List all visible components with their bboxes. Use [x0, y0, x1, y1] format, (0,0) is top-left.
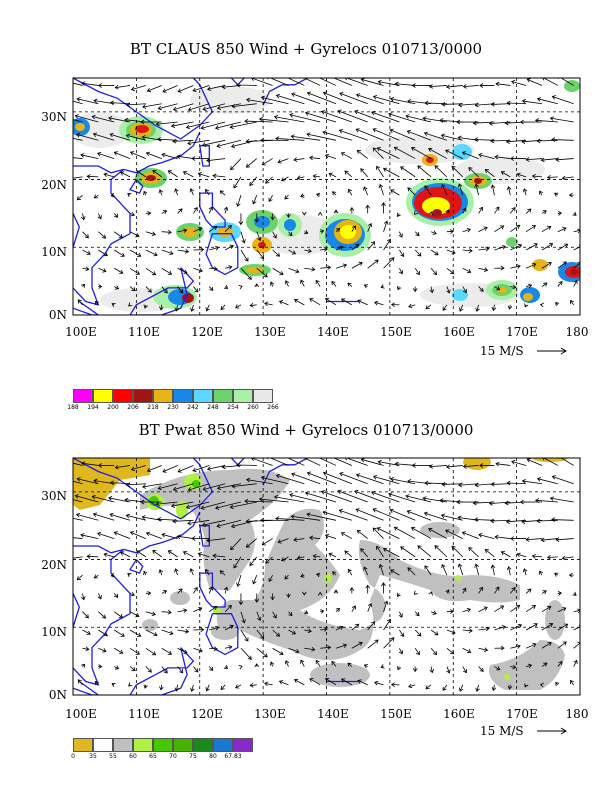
panel2-ref-arrow: [537, 727, 567, 735]
legend-swatch: [93, 738, 113, 752]
panel1-lat-label: 30N: [41, 110, 67, 124]
legend-label: 266: [267, 404, 279, 411]
legend-label: 248: [207, 404, 219, 411]
panel2-gridlines: [73, 458, 580, 695]
legend-swatch: [113, 738, 133, 752]
legend-swatch: [93, 389, 113, 403]
panel2-lon-label: 160E: [443, 707, 475, 721]
legend-swatch: [133, 738, 153, 752]
legend-swatch: [153, 738, 173, 752]
panel2-map: [73, 458, 580, 695]
legend-label: 194: [87, 404, 99, 411]
legend-swatch: [113, 389, 133, 403]
panel2-lat-label: 30N: [41, 489, 67, 503]
panel1-lon-label: 130E: [254, 325, 286, 339]
panel1-lon-label: 100E: [65, 325, 97, 339]
legend-label: 65: [149, 753, 157, 760]
panel2-lon-label: 140E: [317, 707, 349, 721]
legend-label: 260: [247, 404, 259, 411]
panel1-lon-label: 170E: [506, 325, 538, 339]
legend-swatch: [73, 389, 93, 403]
legend-label: 67.83: [224, 753, 242, 760]
legend-swatch: [213, 389, 233, 403]
legend-label: 242: [187, 404, 199, 411]
panel2-lon-label: 120E: [191, 707, 223, 721]
panel1-lon-label: 120E: [191, 325, 223, 339]
legend-swatch: [153, 389, 173, 403]
legend-label: 0: [71, 753, 75, 760]
legend-label: 254: [227, 404, 239, 411]
panel1-lon-label: 110E: [128, 325, 160, 339]
legend-label: 80: [209, 753, 217, 760]
panel1-ref-vector-label: 15 M/S: [480, 344, 524, 358]
panel1-gridlines: [73, 78, 580, 315]
panel2-lon-label: 170E: [506, 707, 538, 721]
legend-swatch: [173, 389, 193, 403]
panel2-frame: [72, 457, 581, 696]
panel2-lon-label: 130E: [254, 707, 286, 721]
panel2-lon-label: 150E: [380, 707, 412, 721]
legend-swatch: [253, 389, 273, 403]
legend-label: 60: [129, 753, 137, 760]
legend-label: 70: [169, 753, 177, 760]
panel1-coastline: [73, 78, 359, 315]
panel2-ref-vector-label: 15 M/S: [480, 724, 524, 738]
panel2-lat-label: 20N: [41, 558, 67, 572]
panel2-lat-label: 0N: [49, 688, 67, 702]
panel1-lat-label: 20N: [41, 178, 67, 192]
panel2-lon-label: 180: [566, 707, 589, 721]
panel1-lat-label: 0N: [49, 308, 67, 322]
legend-label: 200: [107, 404, 119, 411]
claus-legend: 188 194 200 206 218 230 242 248 254 260 266: [67, 389, 279, 415]
legend-swatch: [233, 738, 253, 752]
panel1-title: BT CLAUS 850 Wind + Gyrelocs 010713/0000: [129, 40, 483, 58]
legend-label: 218: [147, 404, 159, 411]
legend-swatch: [233, 389, 253, 403]
panel1-lon-axis: 100E 110E 120E 130E 140E 150E 160E 170E …: [65, 325, 588, 339]
panel1-lon-label: 150E: [380, 325, 412, 339]
legend-label: 35: [89, 753, 97, 760]
panel2-coastline: [73, 458, 359, 695]
panel1-map: [73, 78, 580, 315]
panel1-lon-label: 180: [566, 325, 589, 339]
panel1-cloud-fields: [73, 80, 580, 312]
legend-label: 206: [127, 404, 139, 411]
panel1-lon-label: 140E: [317, 325, 349, 339]
panel1-frame: [72, 77, 581, 316]
panel2-lat-axis: 0N 10N 20N 30N: [41, 489, 67, 702]
pwat-legend: 0 35 55 60 65 70 75 80 67.83: [71, 738, 253, 764]
panel1-lon-label: 160E: [443, 325, 475, 339]
legend-swatch: [193, 738, 213, 752]
panel2-lon-axis: 100E 110E 120E 130E 140E 150E 160E 170E …: [65, 707, 588, 721]
legend-label: 55: [109, 753, 117, 760]
panel1-ref-arrow: [537, 347, 567, 355]
legend-swatch: [133, 389, 153, 403]
legend-label: 75: [189, 753, 197, 760]
legend-swatch: [193, 389, 213, 403]
legend-swatch: [173, 738, 193, 752]
panel2-wind-vectors: [73, 458, 580, 692]
legend-swatch: [73, 738, 93, 752]
panel2-lat-label: 10N: [41, 625, 67, 639]
panel2-lon-label: 100E: [65, 707, 97, 721]
panel2-title: BT Pwat 850 Wind + Gyrelocs 010713/0000: [138, 421, 474, 439]
legend-label: 188: [67, 404, 79, 411]
legend-label: 230: [167, 404, 179, 411]
panel1-lat-axis: 0N 10N 20N 30N: [41, 110, 67, 322]
panel2-lon-label: 110E: [128, 707, 160, 721]
legend-swatch: [213, 738, 233, 752]
panel1-lat-label: 10N: [41, 245, 67, 259]
panel2-pwat-fields: [73, 458, 568, 690]
panel1-wind-vectors: [73, 78, 580, 312]
